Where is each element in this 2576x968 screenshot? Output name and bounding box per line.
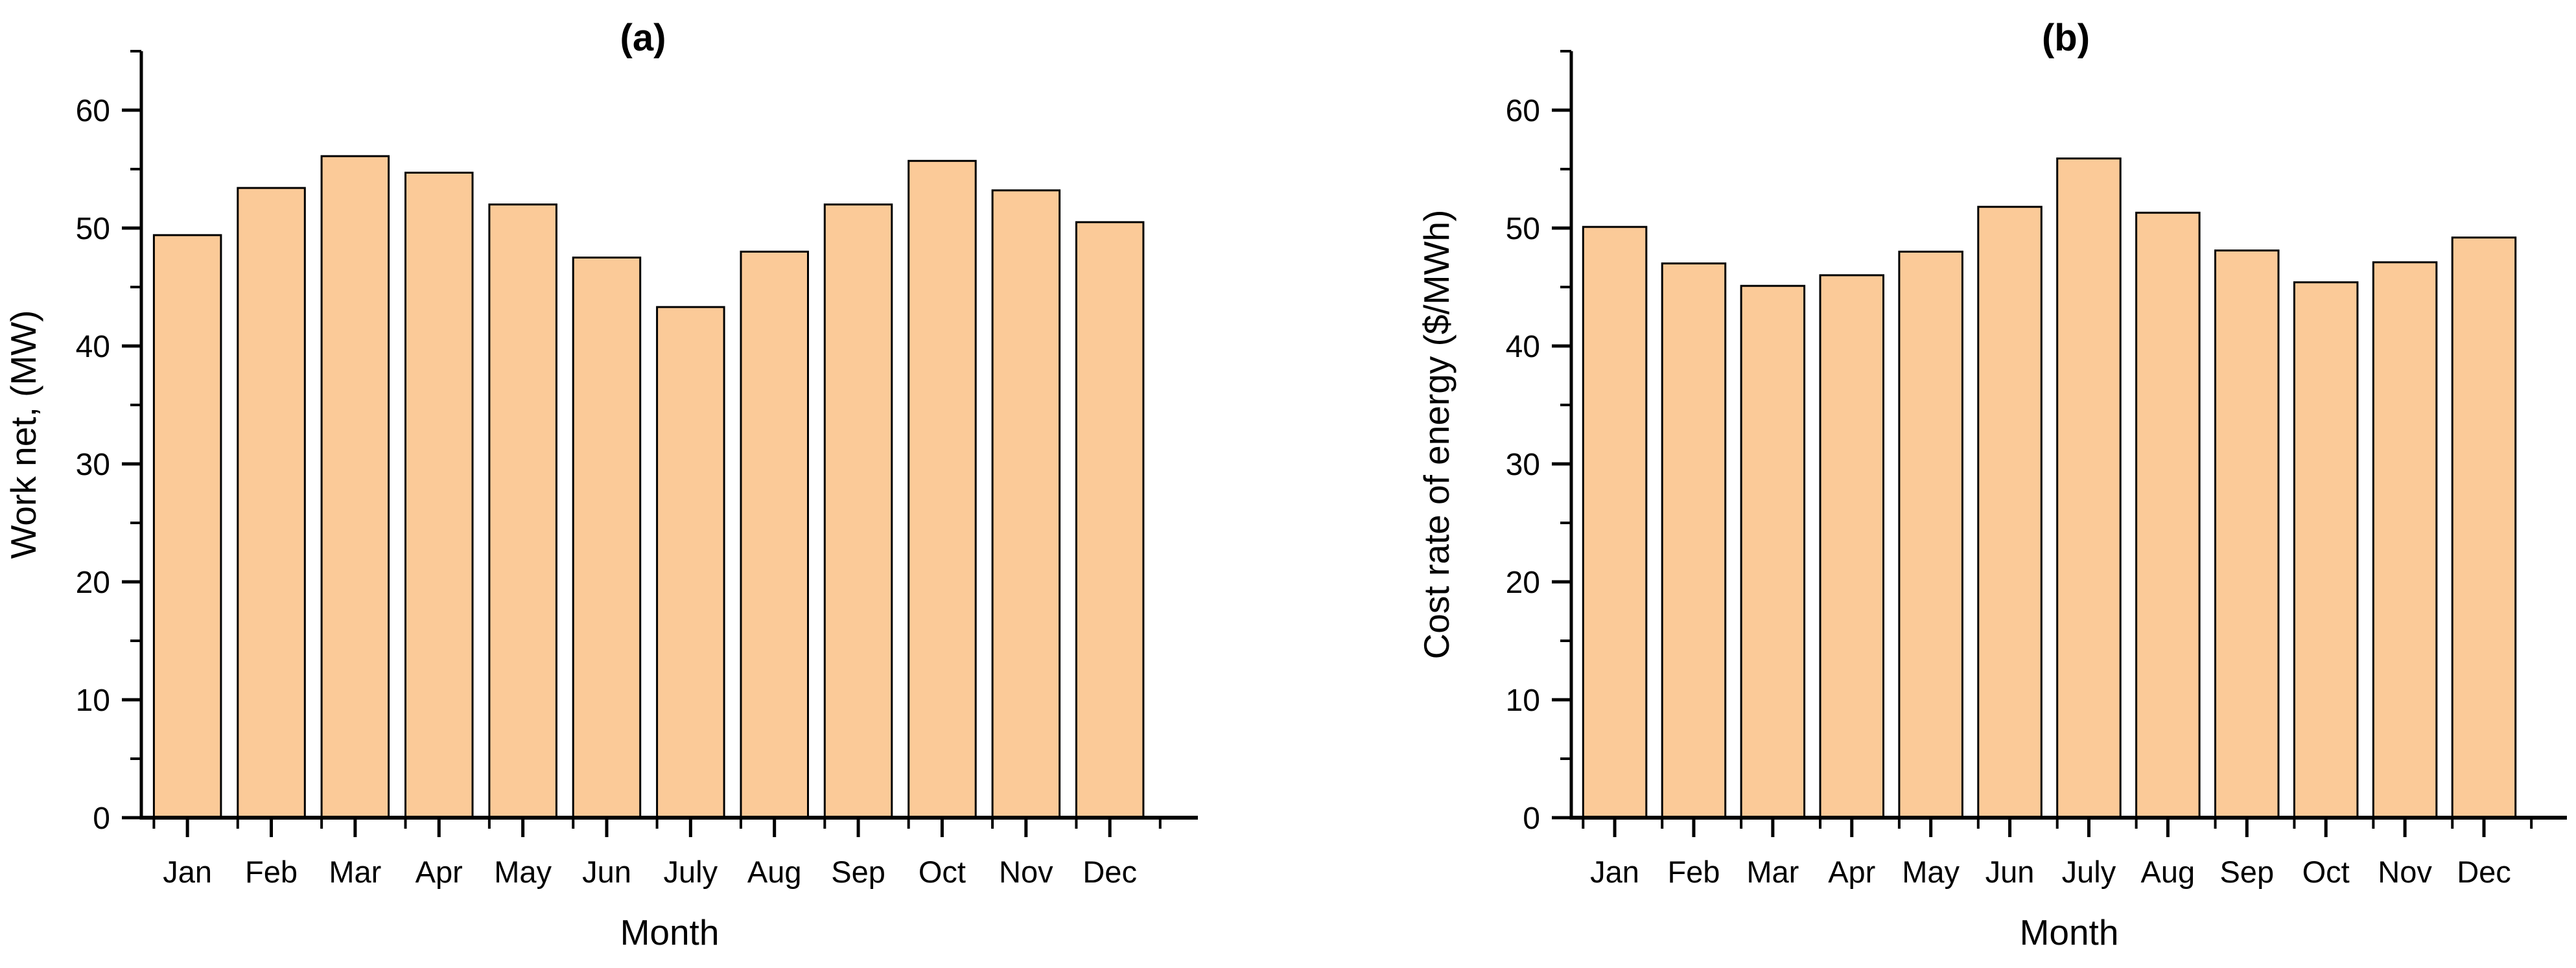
bar-aug — [740, 250, 809, 819]
x-tick-label: Sep — [831, 855, 885, 889]
x-tick-label: Apr — [1828, 855, 1875, 889]
bar-apr — [404, 172, 474, 819]
x-tick-label: Dec — [1083, 855, 1137, 889]
bar-dec — [2451, 236, 2517, 819]
x-tick-label: May — [494, 855, 552, 889]
panel-label: (b) — [2042, 17, 2090, 59]
x-tick-label: Jan — [163, 855, 212, 889]
y-tick-label: 0 — [93, 801, 110, 836]
x-tick-label: Nov — [999, 855, 1053, 889]
bar-jun — [1977, 205, 2043, 819]
y-tick-label: 10 — [76, 684, 110, 718]
panel-label: (a) — [620, 17, 666, 59]
x-tick-label: Jan — [1590, 855, 1639, 889]
y-axis-title: Work net, (MW) — [3, 310, 43, 559]
bar-nov — [2372, 261, 2438, 819]
bar-mar — [320, 155, 390, 819]
bar-feb — [1661, 262, 1727, 819]
bar-oct — [2293, 281, 2359, 819]
chart-work-net-svg: 0 10 20 30 40 50 60 Jan Feb Mar Apr May Jun July Aug Se… — [3, 17, 1198, 952]
x-tick-label: Oct — [2302, 855, 2350, 889]
x-tick-label: Feb — [1667, 855, 1720, 889]
x-tick-label: Aug — [747, 855, 802, 889]
x-tick-label: Feb — [245, 855, 298, 889]
y-tick-label: 50 — [76, 212, 110, 246]
bar-feb — [237, 187, 306, 819]
bar-apr — [1819, 274, 1884, 819]
bar-aug — [2135, 211, 2201, 819]
bar-sep — [823, 203, 893, 819]
y-tick-label: 30 — [76, 448, 110, 482]
bar-july — [656, 306, 725, 819]
y-tick-label: 10 — [1506, 684, 1540, 718]
chart-cost-rate: 0 10 20 30 40 50 60 Jan Feb Mar Apr May Jun July Aug Se… — [1288, 0, 2576, 968]
y-tick-label: 20 — [76, 566, 110, 600]
y-tick-label: 50 — [1506, 212, 1540, 246]
x-tick-label: Nov — [2378, 855, 2432, 889]
bar-may — [1898, 250, 1963, 819]
x-tick-label: Oct — [919, 855, 966, 889]
y-tick-label: 0 — [1523, 801, 1540, 836]
bar-sep — [2214, 249, 2280, 819]
x-tick-label: Dec — [2457, 855, 2511, 889]
x-axis-title: Month — [620, 912, 720, 952]
bar-oct — [907, 159, 977, 819]
chart-work-net: 0 10 20 30 40 50 60 Jan Feb Mar Apr May Jun July Aug Se… — [3, 17, 1198, 952]
bar-july — [2056, 157, 2122, 819]
x-tick-label: July — [2062, 855, 2116, 889]
bar-jan — [152, 234, 222, 819]
x-tick-label: May — [1902, 855, 1960, 889]
x-tick-label: Sep — [2219, 855, 2274, 889]
chart-cost-rate-svg: 0 10 20 30 40 50 60 Jan Feb Mar Apr May Jun July Aug Se… — [1416, 17, 2567, 952]
y-tick-label: 60 — [76, 94, 110, 128]
x-tick-label: Mar — [329, 855, 381, 889]
bar-jun — [572, 257, 642, 819]
y-tick-label: 60 — [1506, 94, 1540, 128]
bar-may — [488, 203, 557, 819]
x-tick-label: Aug — [2141, 855, 2195, 889]
y-axis-title: Cost rate of energy ($/MWh) — [1416, 210, 1457, 660]
x-tick-label: Jun — [582, 855, 631, 889]
x-axis-title: Month — [2020, 912, 2119, 952]
x-tick-label: Jun — [1985, 855, 2035, 889]
x-tick-label: July — [664, 855, 718, 889]
bar-dec — [1075, 221, 1145, 819]
x-tick-label: Mar — [1746, 855, 1799, 889]
y-tick-label: 40 — [1506, 330, 1540, 364]
y-tick-label: 40 — [76, 330, 110, 364]
bar-nov — [991, 189, 1061, 819]
y-tick-label: 20 — [1506, 566, 1540, 600]
bar-mar — [1740, 284, 1806, 819]
bar-jan — [1582, 225, 1648, 819]
y-tick-label: 30 — [1506, 448, 1540, 482]
x-tick-label: Apr — [416, 855, 463, 889]
